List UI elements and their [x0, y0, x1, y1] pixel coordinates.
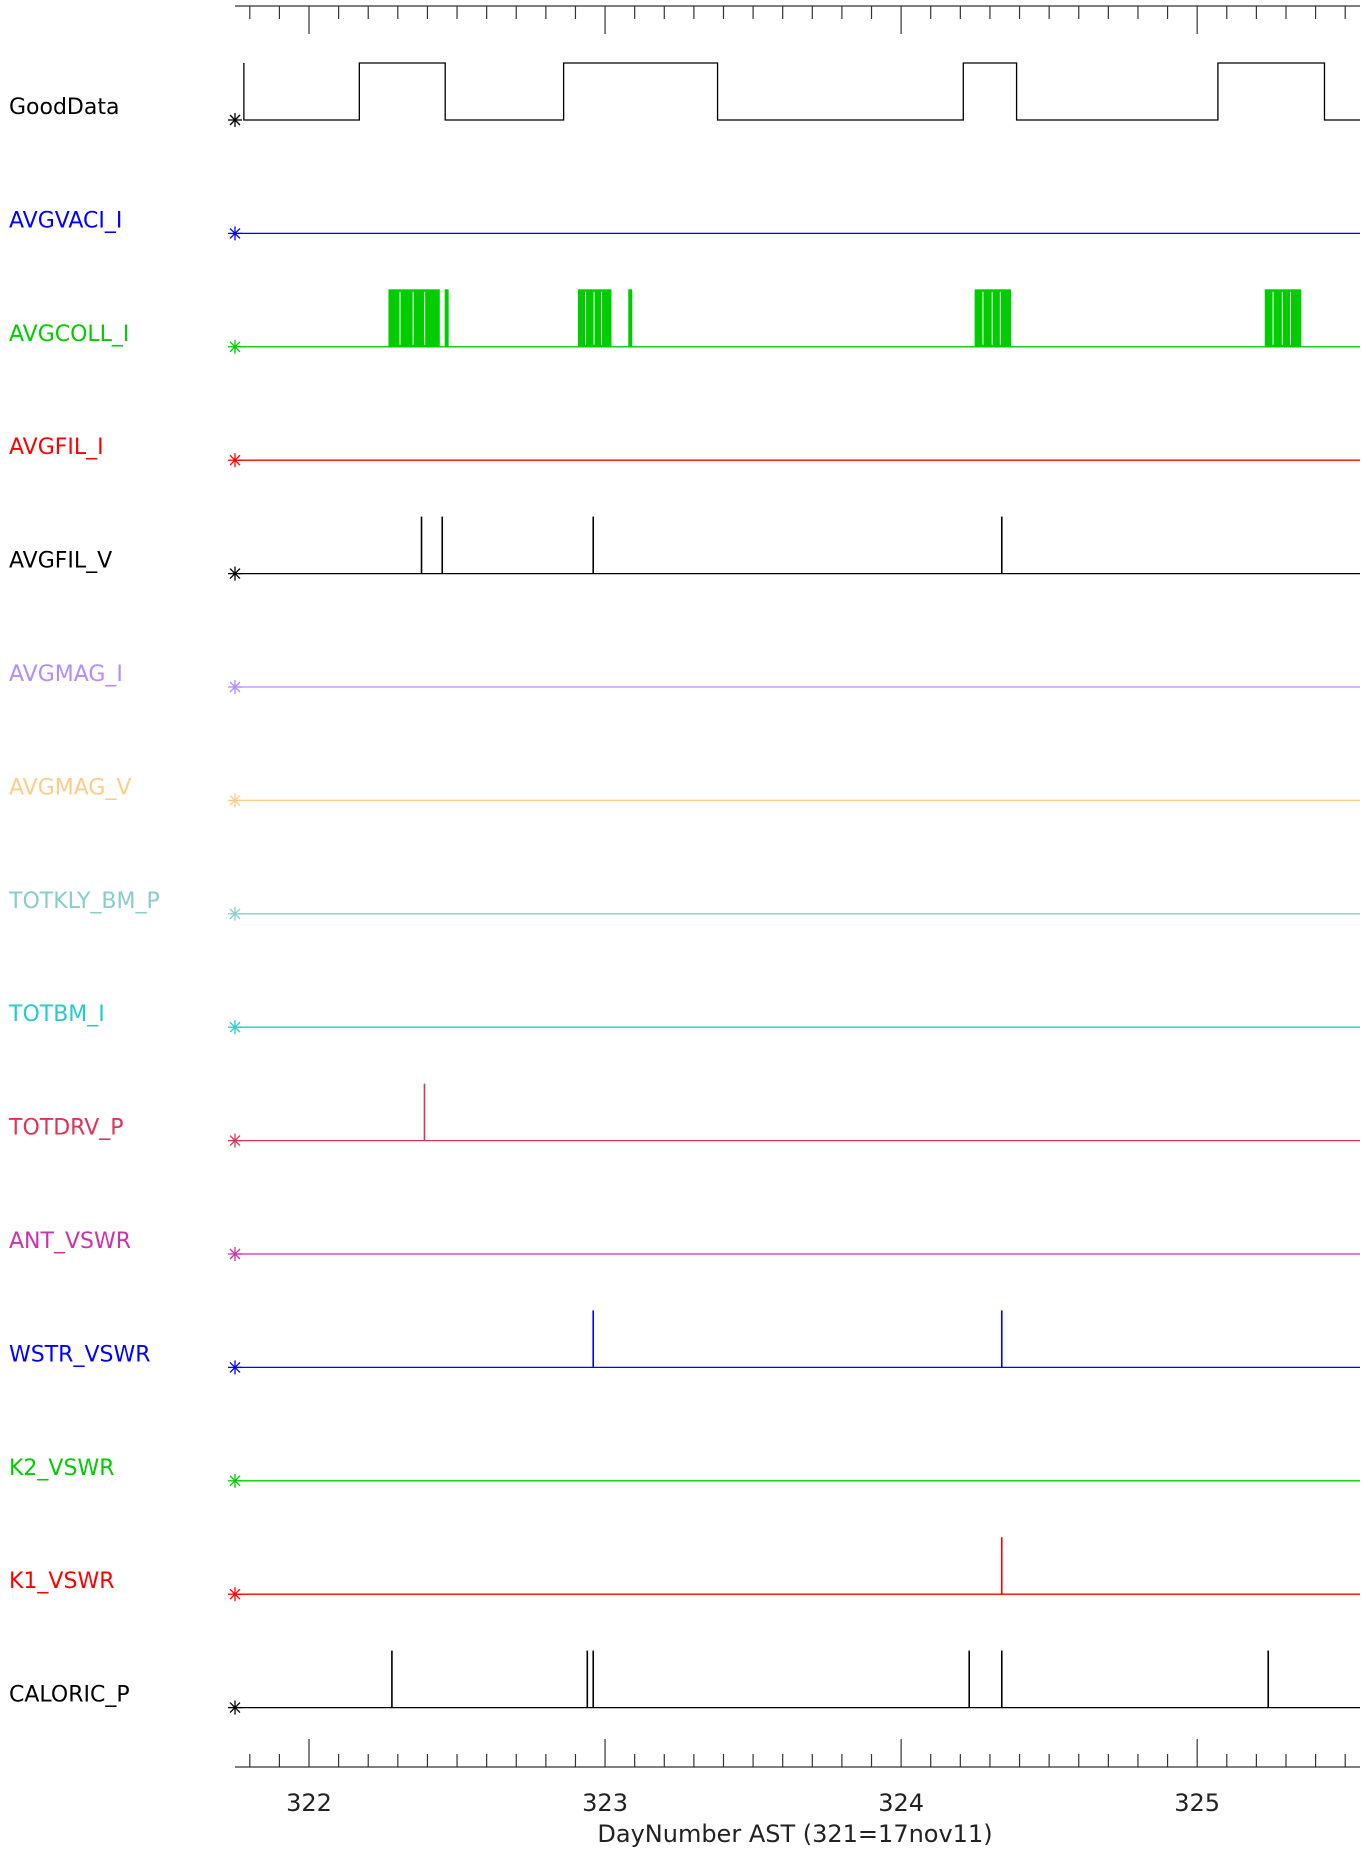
series-label: ANT_VSWR	[9, 1229, 131, 1254]
series-row-wstr-vswr: WSTR_VSWR	[9, 1310, 1360, 1375]
start-marker	[228, 1473, 242, 1488]
series-row-gooddata: GoodData	[9, 62, 1360, 127]
series-label: K1_VSWR	[9, 1569, 114, 1594]
series-row-avgfil-v: AVGFIL_V	[9, 516, 1360, 581]
series-label: GoodData	[9, 95, 119, 120]
series-label: AVGVACI_I	[9, 208, 122, 233]
series-row-k1-vswr: K1_VSWR	[9, 1537, 1360, 1602]
series-row-avgmag-v: AVGMAG_V	[9, 775, 1360, 808]
series-label: TOTDRV_P	[8, 1116, 124, 1141]
series-label: CALORIC_P	[9, 1683, 130, 1708]
series-block	[1264, 289, 1302, 348]
series-row-avgvaci-i: AVGVACI_I	[9, 208, 1360, 241]
x-tick-label: 325	[1174, 1789, 1220, 1817]
series-label: K2_VSWR	[9, 1456, 114, 1481]
series-label: AVGFIL_V	[9, 549, 112, 574]
start-marker	[228, 113, 242, 127]
start-marker	[228, 453, 242, 468]
series-label: TOTKLY_BM_P	[8, 889, 160, 914]
series-rows: GoodData AVGVACI_I AVGCOLL_I AVGFIL_I AVGFIL…	[8, 62, 1360, 1715]
start-marker	[228, 226, 242, 241]
series-label: AVGFIL_I	[9, 435, 104, 460]
series-block	[577, 289, 612, 348]
series-label: WSTR_VSWR	[9, 1342, 151, 1367]
series-label: AVGCOLL_I	[9, 322, 129, 347]
series-row-k2-vswr: K2_VSWR	[9, 1456, 1360, 1488]
x-tick-label: 323	[582, 1789, 628, 1817]
bottom-axis: 322 323 324 325	[235, 1739, 1360, 1817]
series-row-caloric-p: CALORIC_P	[9, 1650, 1360, 1715]
series-row-avgfil-i: AVGFIL_I	[9, 435, 1360, 468]
start-marker	[228, 1700, 242, 1715]
x-tick-label: 322	[286, 1789, 332, 1817]
series-block	[388, 289, 440, 348]
series-trace	[243, 62, 1360, 121]
x-axis-label: DayNumber AST (321=17nov11)	[597, 1820, 992, 1848]
top-axis	[235, 5, 1360, 34]
series-label: TOTBM_I	[8, 1002, 105, 1027]
series-row-totkly-bm-p: TOTKLY_BM_P	[8, 889, 1360, 921]
x-tick-label: 324	[878, 1789, 924, 1817]
series-row-avgcoll-i: AVGCOLL_I	[9, 289, 1360, 354]
series-label: AVGMAG_I	[9, 662, 123, 687]
series-block	[444, 289, 449, 348]
start-marker	[228, 1587, 242, 1602]
series-block	[628, 289, 633, 348]
series-row-ant-vswr: ANT_VSWR	[9, 1229, 1360, 1261]
series-row-totdrv-p: TOTDRV_P	[8, 1083, 1360, 1148]
series-block	[974, 289, 1012, 348]
start-marker	[228, 339, 242, 354]
series-label: AVGMAG_V	[9, 775, 131, 800]
start-marker	[228, 1133, 242, 1148]
start-marker	[228, 566, 242, 581]
series-row-totbm-i: TOTBM_I	[8, 1002, 1360, 1035]
series-row-avgmag-i: AVGMAG_I	[9, 662, 1360, 694]
